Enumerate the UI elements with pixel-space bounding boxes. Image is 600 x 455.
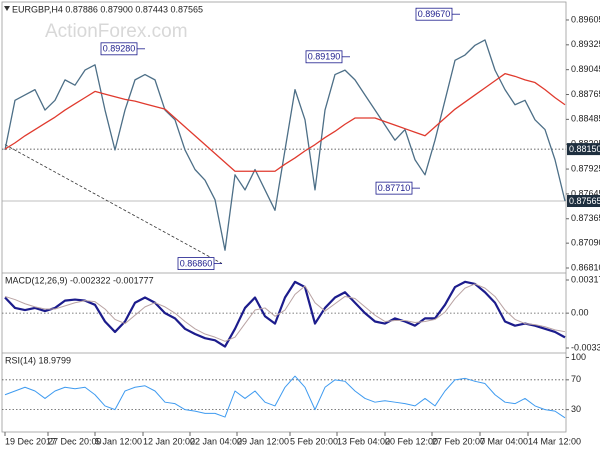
- x-tick-label: 5 Jan 12:00: [95, 436, 142, 446]
- y-tick-label: 0.88485: [571, 114, 600, 124]
- annotation-box: [100, 42, 138, 56]
- y-tick-label: 0.87365: [571, 213, 600, 223]
- y-tick-label: 0.87645: [571, 188, 600, 198]
- level-tag-label: 0.88150: [569, 144, 600, 154]
- x-tick-label: 27 Dec 20:00: [48, 436, 102, 446]
- x-tick-label: 7 Mar 04:00: [480, 436, 528, 446]
- x-tick-label: 22 Jan 04:00: [190, 436, 242, 446]
- annotation-box: [305, 50, 343, 64]
- annotation-label: 0.89190: [308, 52, 341, 62]
- annotation-box: [177, 257, 215, 270]
- watermark: ActionForex.com: [45, 21, 188, 42]
- panel-title: MACD(12,26,9) -0.002322 -0.001777: [5, 275, 154, 285]
- y-tick-label: 0.89605: [571, 14, 600, 24]
- annotation-label: 0.86860: [180, 258, 213, 268]
- title-marker: [4, 6, 10, 11]
- annotation-box: [375, 181, 413, 195]
- y-tick-label: 100: [571, 352, 586, 362]
- level-tag: [567, 195, 600, 208]
- y-tick-label: 0.00: [571, 308, 589, 318]
- annotation-label: 0.89670: [418, 9, 451, 19]
- y-tick-label: 0.88765: [571, 89, 600, 99]
- y-tick-label: 0.003177: [571, 274, 600, 284]
- x-tick-label: 27 Feb 20:00: [432, 436, 485, 446]
- y-tick-label: 30: [571, 404, 581, 414]
- x-tick-label: 14 Mar 12:00: [528, 436, 581, 446]
- y-tick-label: 0.89325: [571, 39, 600, 49]
- annotation-box: [415, 7, 453, 21]
- series-line: [4, 375, 566, 419]
- x-tick-label: 20 Feb 12:00: [385, 436, 438, 446]
- x-tick-label: 29 Jan 12:00: [237, 436, 289, 446]
- y-tick-label: 70: [571, 374, 581, 384]
- series-line: [4, 39, 566, 251]
- level-tag-label: 0.87565: [569, 196, 600, 206]
- x-tick-label: 12 Jan 20:00: [143, 436, 195, 446]
- level-tag: [567, 143, 600, 156]
- panel-title: RSI(14) 18.9799: [5, 355, 71, 365]
- y-tick-label: -0.00334: [571, 342, 600, 352]
- series-line: [4, 283, 566, 342]
- x-tick-label: 5 Feb 20:00: [290, 436, 338, 446]
- panel-title: EURGBP,H4 0.87886 0.87900 0.87443 0.8756…: [12, 4, 203, 14]
- trendline: [4, 144, 223, 264]
- x-tick-label: 13 Feb 04:00: [337, 436, 390, 446]
- annotation-label: 0.89280: [103, 44, 136, 54]
- plot-frame: [1, 1, 567, 433]
- x-tick-label: 19 Dec 2017: [5, 436, 56, 446]
- series-line: [4, 280, 566, 348]
- series-line: [4, 73, 566, 172]
- y-tick-label: 0.89045: [571, 64, 600, 74]
- annotation-label: 0.87710: [378, 183, 411, 193]
- y-tick-label: 0.87925: [571, 163, 600, 173]
